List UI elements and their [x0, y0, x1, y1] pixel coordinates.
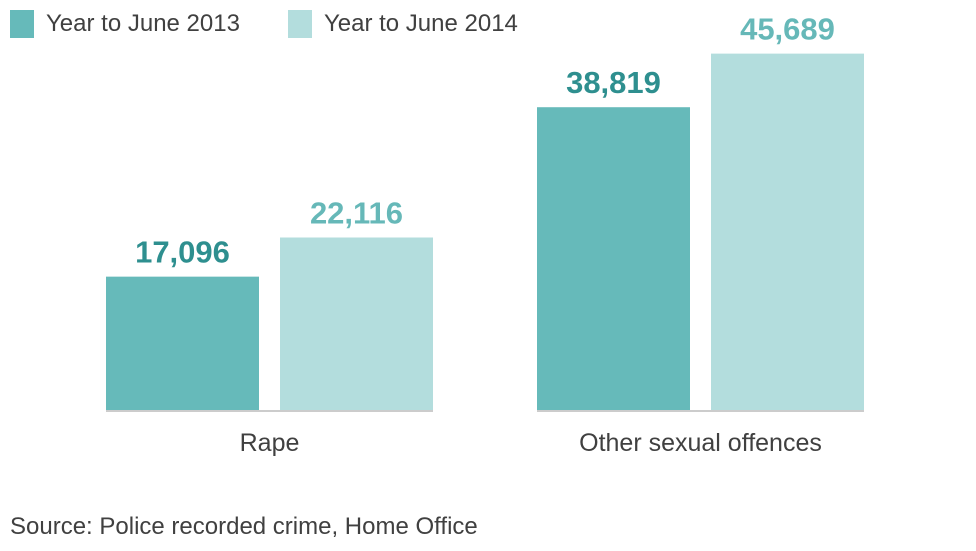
source-note: Source: Police recorded crime, Home Offi… [10, 513, 478, 540]
data-label-other-sexual-offences-series-1: 38,819 [566, 65, 661, 100]
data-label-other-sexual-offences-series-2: 45,689 [740, 12, 835, 47]
category-label-other-sexual-offences: Other sexual offences [579, 429, 822, 457]
category-label-rape: Rape [240, 429, 300, 457]
legend-label-2013: Year to June 2013 [46, 10, 240, 37]
bar-rape-series-2 [280, 237, 433, 410]
legend-label-2014: Year to June 2014 [323, 10, 518, 37]
data-label-rape-series-1: 17,096 [135, 235, 230, 270]
legend-item-2014: Year to June 2014 [287, 10, 518, 38]
data-label-rape-series-2: 22,116 [310, 195, 403, 230]
legend-swatch-2013 [10, 10, 34, 38]
bar-other-sexual-offences-series-1 [537, 107, 690, 411]
bar-other-sexual-offences-series-2 [711, 53, 864, 411]
bar-rape-series-1 [106, 276, 259, 410]
legend-swatch-2014 [287, 10, 312, 38]
legend: Year to June 2013 Year to June 2014 [10, 10, 518, 38]
legend-item-2013: Year to June 2013 [10, 10, 240, 38]
